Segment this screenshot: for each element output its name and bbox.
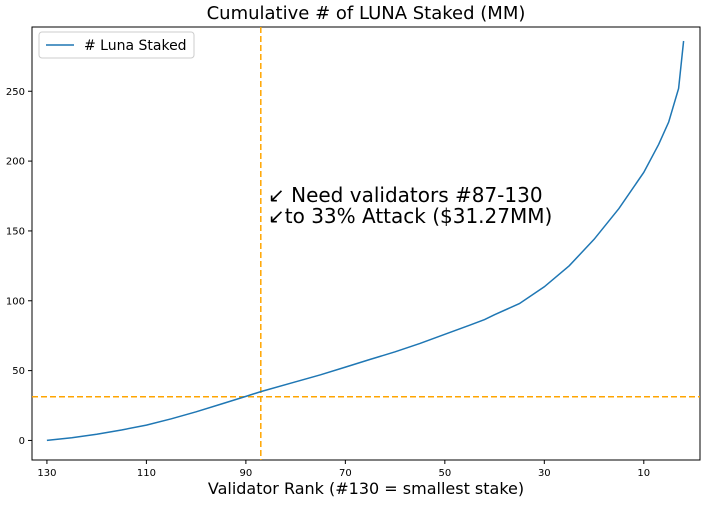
chart-title: Cumulative # of LUNA Staked (MM) [207,3,526,24]
x-tick-label: 130 [37,468,56,479]
y-tick-label: 0 [19,436,25,447]
y-tick-label: 50 [12,366,25,377]
annotation-line-1: ↙ Need validators #87-130 [268,183,543,207]
x-tick-label: 50 [438,468,451,479]
y-tick-label: 100 [6,296,25,307]
x-tick-label: 70 [339,468,352,479]
legend: # Luna Staked [38,31,195,59]
x-tick-label: 30 [538,468,551,479]
x-tick-label: 10 [637,468,650,479]
y-tick-label: 150 [6,226,25,237]
x-axis-label: Validator Rank (#130 = smallest stake) [208,479,524,498]
x-tick-label: 110 [137,468,156,479]
x-tick-label: 90 [240,468,253,479]
annotation-line-2: ↙to 33% Attack ($31.27MM) [268,204,552,228]
y-tick-label: 250 [6,87,25,98]
series-line [46,40,685,442]
legend-label: # Luna Staked [84,38,187,54]
legend-box [38,31,195,59]
y-tick-label: 200 [6,157,25,168]
plot-area [31,26,701,461]
reference-lines [32,27,700,460]
series-layer [46,40,685,442]
